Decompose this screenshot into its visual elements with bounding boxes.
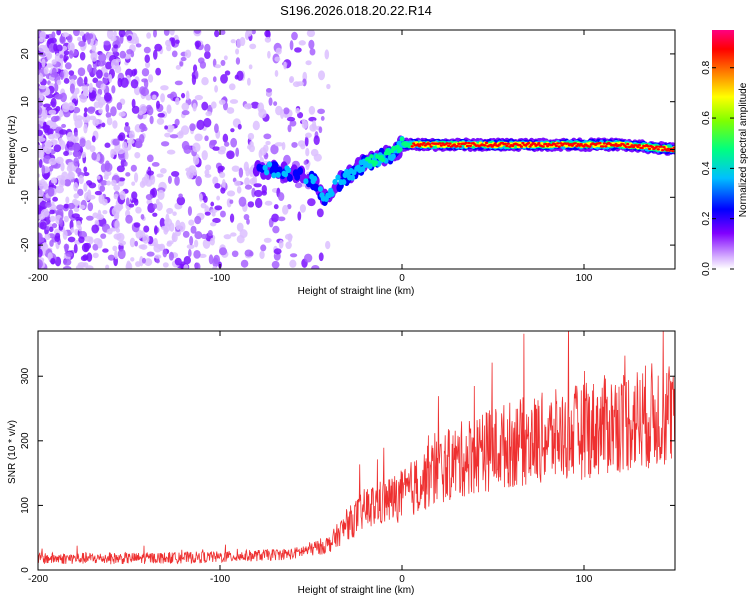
- x-tick-label: -100: [210, 574, 230, 585]
- heatmap-x-ticks: -200 -100 0 100: [28, 30, 593, 284]
- snr-panel: -200 -100 0 100 0 100 200 300 Height of straig…: [7, 330, 676, 596]
- y-tick-label: 100: [20, 497, 31, 514]
- y-tick-label: -10: [20, 190, 31, 205]
- heatmap-cells: [38, 30, 675, 269]
- y-tick-label: 20: [20, 48, 31, 60]
- colorbar-tick-label: 0.0: [701, 262, 712, 276]
- y-tick-label: 300: [20, 367, 31, 384]
- colorbar-tick-label: 0.8: [701, 60, 712, 74]
- x-tick-label: -200: [28, 574, 48, 585]
- y-tick-label: 0: [20, 567, 31, 573]
- x-tick-label: 0: [399, 273, 405, 284]
- heatmap-x-label: Height of straight line (km): [298, 286, 415, 297]
- colorbar-tick-label: 0.2: [701, 211, 712, 225]
- snr-series-line: [38, 331, 675, 565]
- y-tick-label: 10: [20, 96, 31, 108]
- snr-x-label: Height of straight line (km): [298, 585, 415, 596]
- y-tick-label: -20: [20, 237, 31, 252]
- snr-frame: [37, 330, 676, 571]
- colorbar-ticks: 0.0 0.2 0.4 0.6 0.8: [701, 60, 734, 276]
- snr-x-ticks: -200 -100 0 100: [28, 331, 593, 585]
- colorbar-tick-label: 0.6: [701, 111, 712, 125]
- colorbar-gradient: [712, 30, 734, 269]
- colorbar-tick-label: 0.4: [701, 161, 712, 175]
- heatmap-y-label: Frequency (Hz): [7, 116, 18, 185]
- x-tick-label: 100: [576, 273, 593, 284]
- colorbar: 0.0 0.2 0.4 0.6 0.8 Normalized spectral ampl…: [701, 30, 749, 276]
- snr-y-ticks: 0 100 200 300: [20, 367, 675, 573]
- y-tick-label: 0: [20, 146, 31, 152]
- figure-title: S196.2026.018.20.22.R14: [280, 3, 432, 18]
- x-tick-label: 0: [399, 574, 405, 585]
- x-tick-label: 100: [576, 574, 593, 585]
- x-tick-label: -200: [28, 273, 48, 284]
- snr-y-label: SNR (10 * v/v): [7, 420, 18, 484]
- heatmap-y-ticks: -20 -10 0 10 20: [20, 48, 675, 252]
- colorbar-label: Normalized spectral amplitude: [738, 82, 749, 217]
- y-tick-label: 200: [20, 432, 31, 449]
- x-tick-label: -100: [210, 273, 230, 284]
